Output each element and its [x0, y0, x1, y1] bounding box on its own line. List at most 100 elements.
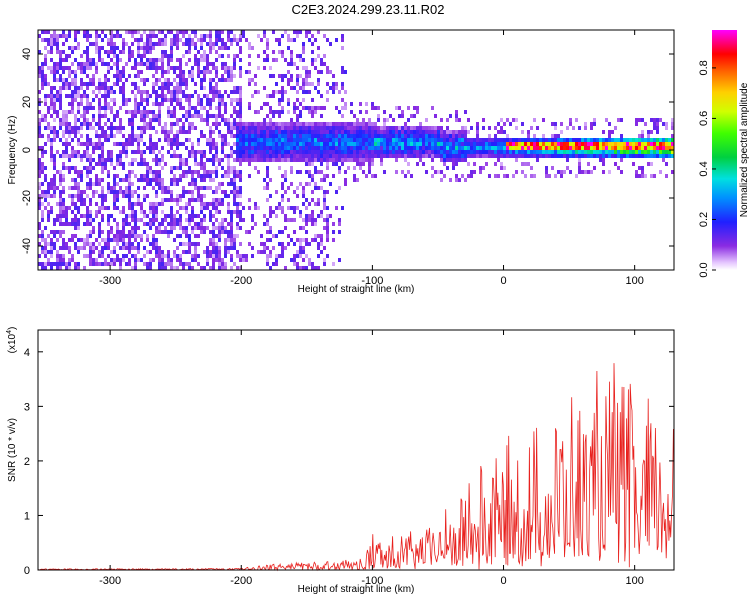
spectrogram-cell	[161, 66, 164, 70]
spectrogram-cell	[146, 66, 149, 70]
spectrogram-cell	[68, 246, 71, 250]
spectrogram-cell	[164, 214, 167, 218]
spectrogram-cell	[377, 138, 380, 142]
spectrogram-cell	[287, 138, 290, 142]
spectrogram-cell	[215, 122, 218, 126]
spectrogram-cell	[68, 70, 71, 74]
spectrogram-cell	[227, 54, 230, 58]
spectrogram-cell	[536, 142, 539, 146]
spectrogram-cell	[209, 34, 212, 38]
spectrogram-cell	[101, 238, 104, 242]
spectrogram-cell	[341, 46, 344, 50]
spectrogram-cell	[266, 150, 269, 154]
spectrogram-cell	[131, 254, 134, 258]
spectrogram-cell	[104, 134, 107, 138]
spectrogram-cell	[494, 142, 497, 146]
x-tick-label: -300	[99, 575, 121, 587]
spectrogram-cell	[461, 158, 464, 162]
spectrogram-cell	[254, 90, 257, 94]
spectrogram-cell	[170, 138, 173, 142]
spectrogram-cell	[131, 114, 134, 118]
spectrogram-cell	[383, 130, 386, 134]
spectrogram-cell	[191, 230, 194, 234]
spectrogram-cell	[482, 138, 485, 142]
spectrogram-cell	[152, 82, 155, 86]
spectrogram-cell	[458, 154, 461, 158]
spectrogram-cell	[176, 234, 179, 238]
spectrogram-cell	[566, 126, 569, 130]
spectrogram-cell	[191, 226, 194, 230]
spectrogram-cell	[284, 154, 287, 158]
spectrogram-cell	[443, 154, 446, 158]
spectrogram-cell	[140, 94, 143, 98]
spectrogram-cell	[386, 126, 389, 130]
spectrogram-cell	[512, 150, 515, 154]
spectrogram-cell	[410, 130, 413, 134]
spectrogram-cell	[302, 66, 305, 70]
spectrogram-cell	[209, 170, 212, 174]
spectrogram-cell	[209, 178, 212, 182]
spectrogram-cell	[224, 102, 227, 106]
spectrogram-cell	[266, 186, 269, 190]
spectrogram-cell	[269, 146, 272, 150]
spectrogram-cell	[467, 146, 470, 150]
spectrogram-cell	[305, 198, 308, 202]
spectrogram-cell	[575, 146, 578, 150]
spectrogram-cell	[581, 138, 584, 142]
spectrogram-cell	[311, 174, 314, 178]
spectrogram-cell	[257, 206, 260, 210]
spectrogram-cell	[224, 78, 227, 82]
spectrogram-cell	[236, 194, 239, 198]
spectrogram-cell	[125, 110, 128, 114]
spectrogram-cell	[128, 142, 131, 146]
spectrogram-cell	[149, 170, 152, 174]
spectrogram-cell	[311, 210, 314, 214]
spectrogram-cell	[431, 146, 434, 150]
spectrogram-cell	[128, 230, 131, 234]
spectrogram-cell	[497, 138, 500, 142]
spectrogram-cell	[560, 150, 563, 154]
spectrogram-cell	[368, 146, 371, 150]
spectrogram-cell	[281, 254, 284, 258]
spectrogram-cell	[638, 118, 641, 122]
spectrogram-cell	[374, 154, 377, 158]
spectrogram-cell	[98, 206, 101, 210]
spectrogram-cell	[665, 122, 668, 126]
spectrogram-cell	[101, 158, 104, 162]
spectrogram-cell	[332, 222, 335, 226]
spectrogram-cell	[671, 122, 674, 126]
spectrogram-cell	[248, 142, 251, 146]
spectrogram-cell	[68, 194, 71, 198]
spectrogram-cell	[434, 150, 437, 154]
spectrogram-cell	[77, 42, 80, 46]
spectrogram-cell	[239, 74, 242, 78]
spectrogram-cell	[146, 194, 149, 198]
spectrogram-cell	[227, 122, 230, 126]
spectrogram-cell	[398, 130, 401, 134]
spectrogram-cell	[563, 150, 566, 154]
spectrogram-cell	[584, 146, 587, 150]
spectrogram-cell	[182, 106, 185, 110]
spectrogram-cell	[593, 142, 596, 146]
spectrogram-cell	[203, 166, 206, 170]
spectrogram-cell	[293, 142, 296, 146]
spectrogram-cell	[206, 250, 209, 254]
spectrogram-cell	[278, 138, 281, 142]
spectrogram-cell	[212, 190, 215, 194]
spectrogram-cell	[152, 242, 155, 246]
spectrogram-cell	[215, 202, 218, 206]
spectrogram-cell	[521, 150, 524, 154]
spectrogram-cell	[632, 146, 635, 150]
spectrogram-cell	[263, 130, 266, 134]
spectrogram-cell	[194, 34, 197, 38]
spectrogram-cell	[296, 54, 299, 58]
spectrogram-cell	[527, 138, 530, 142]
spectrogram-cell	[218, 226, 221, 230]
spectrogram-cell	[47, 250, 50, 254]
spectrogram-cell	[392, 126, 395, 130]
spectrogram-cell	[131, 210, 134, 214]
spectrogram-cell	[278, 74, 281, 78]
spectrogram-cell	[230, 258, 233, 262]
spectrogram-cell	[521, 142, 524, 146]
spectrogram-cell	[617, 142, 620, 146]
